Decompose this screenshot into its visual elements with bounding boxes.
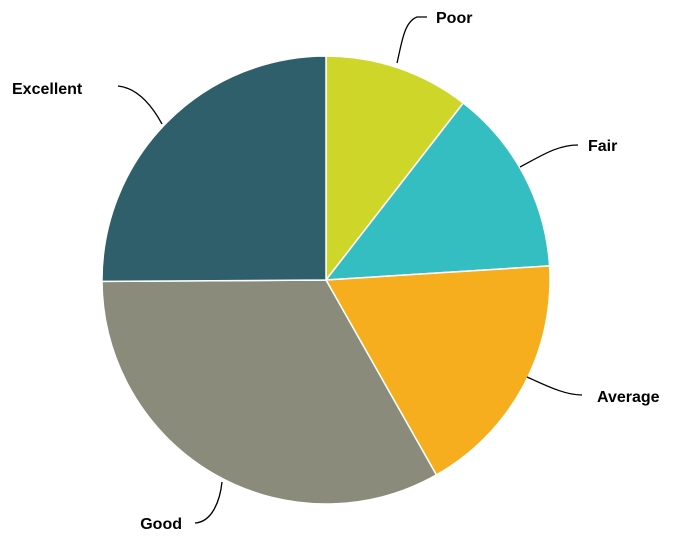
leader-line-poor bbox=[396, 16, 427, 64]
slice-label-good: Good bbox=[140, 516, 182, 533]
pie-slice-excellent bbox=[101, 55, 327, 283]
slice-label-fair: Fair bbox=[588, 138, 617, 155]
slice-label-excellent: Excellent bbox=[12, 81, 83, 98]
slice-labels: Poor Fair Average Good Excellent bbox=[12, 10, 660, 533]
slice-label-poor: Poor bbox=[436, 10, 472, 27]
leader-lines bbox=[117, 16, 583, 524]
slice-label-average: Average bbox=[597, 389, 660, 406]
leader-line-fair bbox=[519, 144, 579, 168]
pie-slice-fair bbox=[324, 101, 551, 281]
leader-line-average bbox=[526, 376, 583, 396]
pie-slice-average bbox=[324, 265, 551, 476]
pie-slice-poor bbox=[325, 55, 465, 283]
pie-slice-good bbox=[101, 279, 438, 505]
pie-slices bbox=[101, 55, 551, 505]
leader-line-good bbox=[194, 481, 223, 524]
leader-line-excellent bbox=[117, 85, 163, 125]
